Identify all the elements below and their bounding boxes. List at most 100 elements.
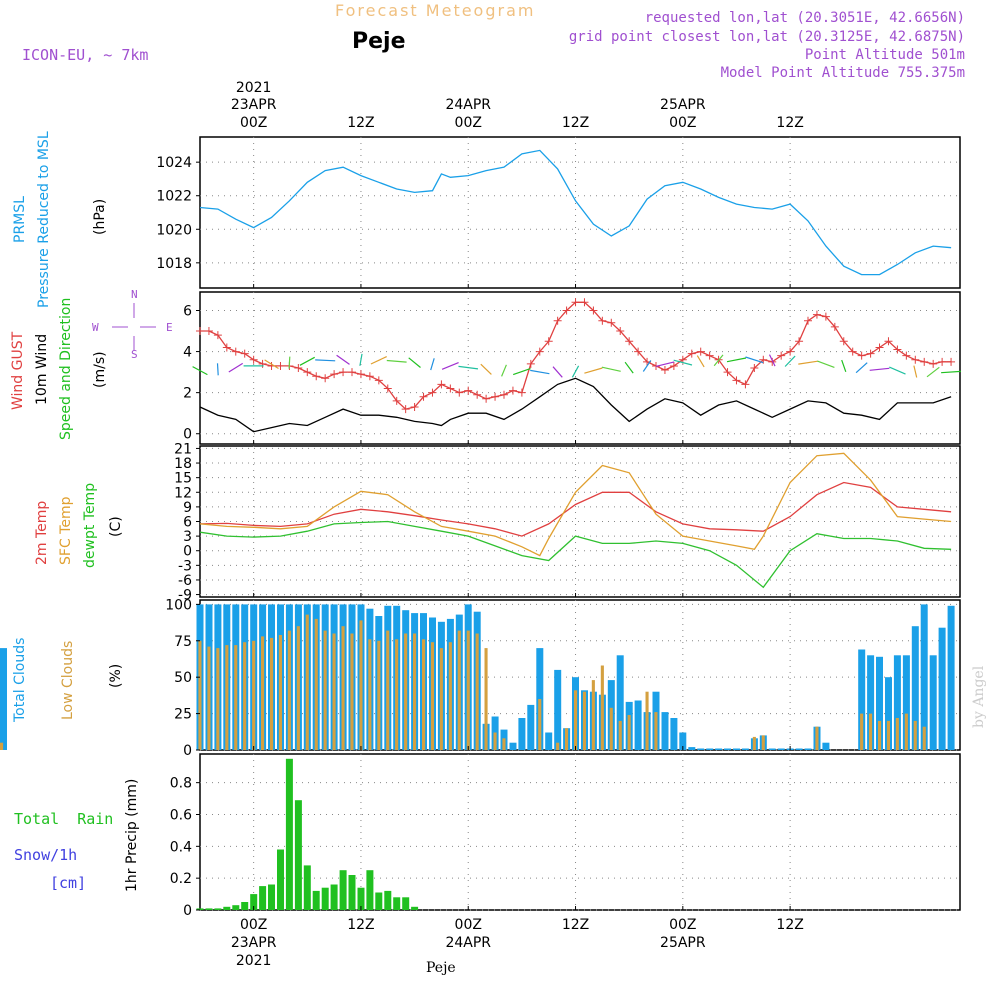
ytick-label-temperature: -9 — [178, 588, 192, 604]
bottom-year-label: 2021 — [236, 953, 272, 969]
bar-low-clouds — [457, 630, 461, 750]
location-title: Peje — [352, 29, 406, 54]
requested-coords: requested lon,lat (20.3051E, 42.6656N) — [645, 10, 965, 26]
top-hour-label: 12Z — [776, 115, 803, 131]
bar-low-clouds — [296, 626, 300, 750]
cloud-titles: Total Clouds Low Clouds (%) — [12, 638, 124, 723]
bar-total-rain — [232, 905, 240, 910]
precip-title-1: Total Rain — [14, 810, 113, 828]
wind-direction-arrow — [624, 361, 634, 374]
ytick-label-temperature: 9 — [183, 500, 192, 516]
gust-marker — [804, 316, 812, 325]
top-hour-label: 00Z — [455, 115, 482, 131]
gridlines — [200, 137, 960, 911]
top-hour-label: 00Z — [669, 115, 696, 131]
gust-marker — [607, 318, 616, 327]
cloud-title-1: Total Clouds — [12, 638, 28, 723]
bar-total-clouds — [724, 748, 731, 750]
gust-marker — [795, 337, 804, 346]
bar-low-clouds — [484, 648, 488, 750]
ytick-label-temperature: 6 — [183, 515, 192, 531]
wind-direction-arrow — [264, 359, 279, 370]
gust-marker — [553, 316, 562, 325]
panel-frame-wind — [199, 291, 961, 445]
gust-marker — [500, 390, 508, 399]
gust-marker — [374, 376, 383, 385]
bar-total-clouds — [858, 649, 866, 750]
compass-n: N — [131, 288, 138, 301]
pressure-title-1: PRMSL — [12, 196, 28, 243]
top-hour-label: 12Z — [347, 115, 374, 131]
bar-total-clouds — [661, 712, 669, 750]
gust-marker — [589, 306, 598, 315]
gust-marker — [240, 349, 249, 358]
ytick-label-clouds: 50 — [174, 670, 192, 686]
gust-marker — [213, 331, 222, 340]
bar-total-clouds — [911, 626, 919, 750]
gust-marker — [696, 347, 705, 356]
gust-marker — [222, 343, 231, 352]
bar-total-rain — [250, 894, 258, 910]
wind-direction-arrow — [299, 356, 315, 366]
axis-ticks: 10181020102210240246-9-6-303691215182102… — [156, 155, 791, 919]
cloud-unit: (%) — [108, 664, 124, 688]
gust-marker — [196, 327, 204, 336]
wind-direction-arrow — [441, 362, 459, 370]
bar-total-clouds — [509, 742, 517, 750]
gust-marker — [446, 384, 455, 393]
temp-title-2: SFC Temp — [58, 496, 74, 565]
bar-total-clouds — [885, 677, 892, 750]
bar-low-clouds — [278, 635, 282, 750]
ytick-label-temperature: 12 — [174, 485, 192, 501]
bar-low-clouds — [475, 633, 479, 750]
bar-low-clouds — [869, 713, 873, 750]
wind-direction-arrow — [571, 365, 580, 378]
ytick-label-pressure: 1020 — [156, 222, 192, 238]
bar-low-clouds — [359, 620, 363, 750]
gust-marker — [821, 312, 830, 321]
gust-marker — [786, 347, 795, 356]
point-altitude: Point Altitude 501m — [805, 47, 965, 63]
wind-direction-arrow — [817, 360, 835, 368]
gust-marker — [330, 370, 339, 379]
bar-total-rain — [411, 906, 419, 910]
gust-marker — [866, 349, 875, 358]
gust-marker — [848, 347, 857, 356]
gust-marker — [669, 361, 678, 370]
bottom-hour-label: 00Z — [240, 917, 267, 933]
bar-total-rain — [196, 908, 204, 910]
bar-low-clouds — [395, 639, 399, 750]
bar-low-clouds — [538, 699, 542, 750]
wind-direction-arrow — [480, 363, 492, 375]
bar-low-clouds — [645, 691, 649, 750]
bar-total-clouds — [741, 748, 749, 750]
temp-title-3: dewpt Temp — [82, 483, 98, 568]
gust-marker — [759, 355, 768, 364]
gust-marker — [419, 392, 428, 401]
pressure-title-2: Pressure Reduced to MSL — [36, 131, 52, 308]
bar-low-clouds — [350, 633, 354, 750]
bar-total-rain — [223, 906, 231, 910]
top-hour-label: 00Z — [240, 115, 267, 131]
wind-direction-arrow — [926, 366, 940, 378]
gust-marker — [571, 298, 580, 307]
bar-total-rain — [294, 800, 302, 910]
gust-marker — [294, 364, 303, 372]
gust-marker — [634, 347, 643, 356]
ytick-label-precip: 0 — [183, 903, 192, 919]
ytick-label-pressure: 1018 — [156, 256, 192, 272]
wind-direction-arrow — [336, 354, 350, 365]
bar-total-clouds — [733, 748, 740, 750]
bar-total-rain — [393, 897, 401, 910]
gust-marker — [660, 366, 669, 375]
bar-total-clouds — [634, 700, 642, 750]
bottom-hour-label: 00Z — [669, 917, 696, 933]
ytick-label-clouds: 25 — [174, 707, 192, 723]
gust-marker — [562, 306, 571, 315]
bar-low-clouds — [886, 720, 890, 750]
bar-total-clouds — [518, 718, 526, 750]
compass-s: S — [131, 348, 138, 361]
gust-marker — [356, 370, 365, 379]
bar-low-clouds — [386, 630, 390, 750]
